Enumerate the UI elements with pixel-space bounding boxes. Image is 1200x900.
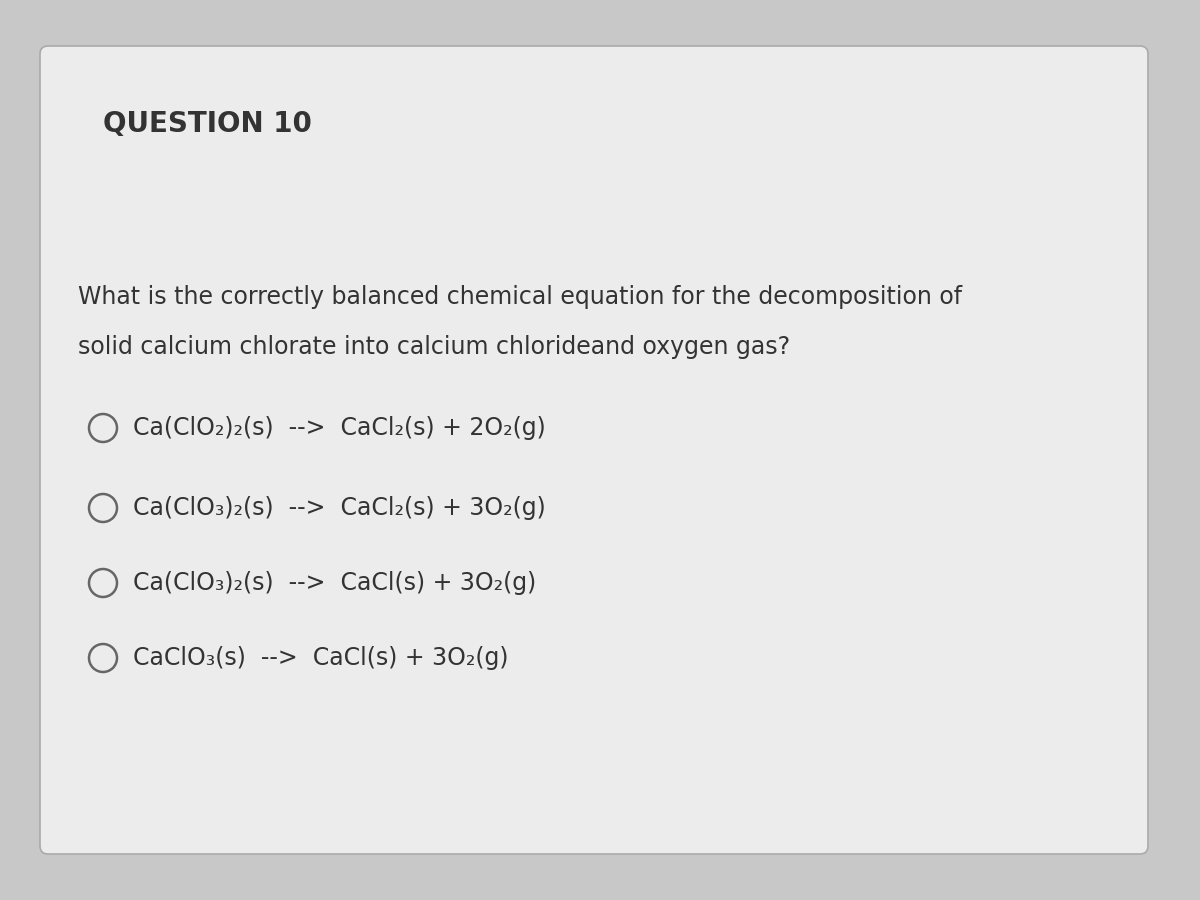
Text: What is the correctly balanced chemical equation for the decomposition of: What is the correctly balanced chemical … [78, 285, 962, 309]
Text: Ca(ClO₂)₂(s)  -->  CaCl₂(s) + 2O₂(g): Ca(ClO₂)₂(s) --> CaCl₂(s) + 2O₂(g) [133, 416, 546, 440]
Text: QUESTION 10: QUESTION 10 [103, 110, 312, 138]
FancyBboxPatch shape [40, 46, 1148, 854]
Text: Ca(ClO₃)₂(s)  -->  CaCl₂(s) + 3O₂(g): Ca(ClO₃)₂(s) --> CaCl₂(s) + 3O₂(g) [133, 496, 546, 520]
Text: CaClO₃(s)  -->  CaCl(s) + 3O₂(g): CaClO₃(s) --> CaCl(s) + 3O₂(g) [133, 646, 509, 670]
Text: solid calcium chlorate into calcium chloride​and oxygen gas?: solid calcium chlorate into calcium chlo… [78, 335, 790, 359]
Text: Ca(ClO₃)₂(s)  -->  CaCl(s) + 3O₂(g): Ca(ClO₃)₂(s) --> CaCl(s) + 3O₂(g) [133, 571, 536, 595]
